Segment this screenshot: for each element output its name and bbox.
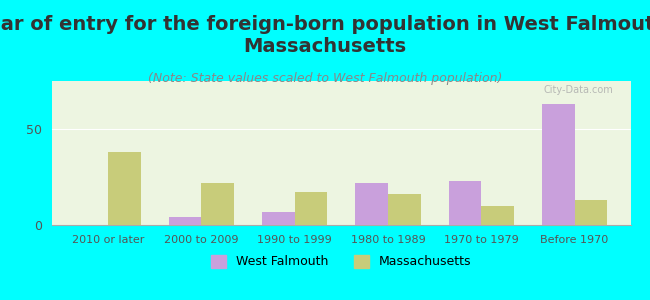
Text: (Note: State values scaled to West Falmouth population): (Note: State values scaled to West Falmo… [148, 72, 502, 85]
Bar [108, 152, 140, 225]
Text: Year of entry for the foreign-born population in West Falmouth,
Massachusetts: Year of entry for the foreign-born popul… [0, 15, 650, 56]
Legend: West Falmouth, Massachusetts: West Falmouth, Massachusetts [206, 250, 476, 274]
Bar [542, 104, 575, 225]
Bar [481, 206, 514, 225]
Bar [575, 200, 607, 225]
Bar [356, 183, 388, 225]
Bar [168, 217, 202, 225]
Bar [262, 212, 294, 225]
Bar [388, 194, 421, 225]
Bar [294, 192, 327, 225]
Bar [448, 181, 481, 225]
Bar [202, 183, 234, 225]
Text: City-Data.com: City-Data.com [543, 85, 613, 95]
